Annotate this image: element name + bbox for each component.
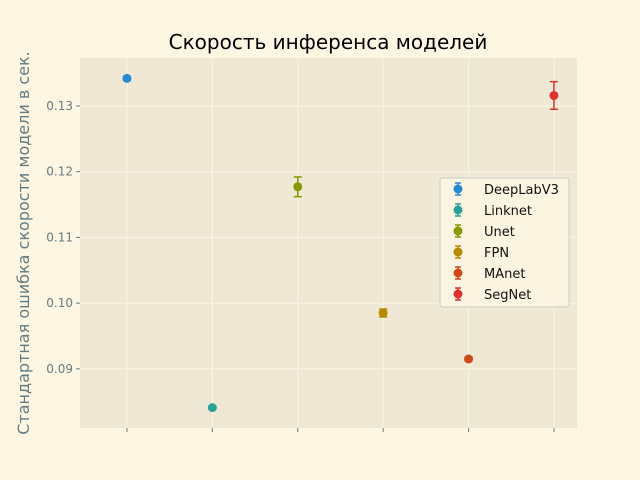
y-axis-label: Стандартная ошибка скорости модели в сек… [14,51,33,435]
y-tick-label: 0.09 [46,362,73,376]
axis-ticks: 0.09 0.10 0.11 0.12 0.13 [46,99,555,432]
legend-item-linknet: Linknet [453,203,532,219]
legend-label: DeepLabV3 [484,183,559,198]
y-tick-label: 0.13 [46,99,73,113]
legend-label: Linknet [484,204,532,219]
legend-label: FPN [484,246,509,261]
series-segnet [549,80,559,111]
y-tick-label: 0.11 [46,230,73,244]
legend-frame [439,177,570,308]
series-deeplabv3 [122,73,132,83]
data-marks [122,73,559,413]
legend-marker [453,226,463,236]
series-fpn [378,308,388,318]
legend-marker [453,268,463,278]
legend-marker [453,205,463,215]
chart-title: Скорость инференса моделей [169,30,488,54]
legend-item-deeplabv3: DeepLabV3 [453,182,559,198]
legend-label: SegNet [484,288,531,303]
legend-item-unet: Unet [453,224,515,240]
series-manet [464,354,474,364]
y-tick-label: 0.10 [46,296,73,310]
legend-item-segnet: SegNet [453,287,531,303]
legend-marker [453,247,463,257]
data-point [378,308,388,318]
series-linknet [207,403,217,413]
legend-label: MAnet [484,267,525,282]
legend: DeepLabV3 Linknet Unet FPN MAnet SegNet [439,177,570,308]
legend-label: Unet [484,225,515,240]
data-point [293,182,303,192]
data-point [549,90,559,100]
y-tick-label: 0.12 [46,165,73,179]
legend-item-fpn: FPN [453,245,509,261]
series-unet [293,176,303,198]
data-point [122,73,132,83]
data-point [207,403,217,413]
legend-marker [453,184,463,194]
legend-marker [453,289,463,299]
data-point [464,354,474,364]
legend-item-manet: MAnet [453,266,525,282]
